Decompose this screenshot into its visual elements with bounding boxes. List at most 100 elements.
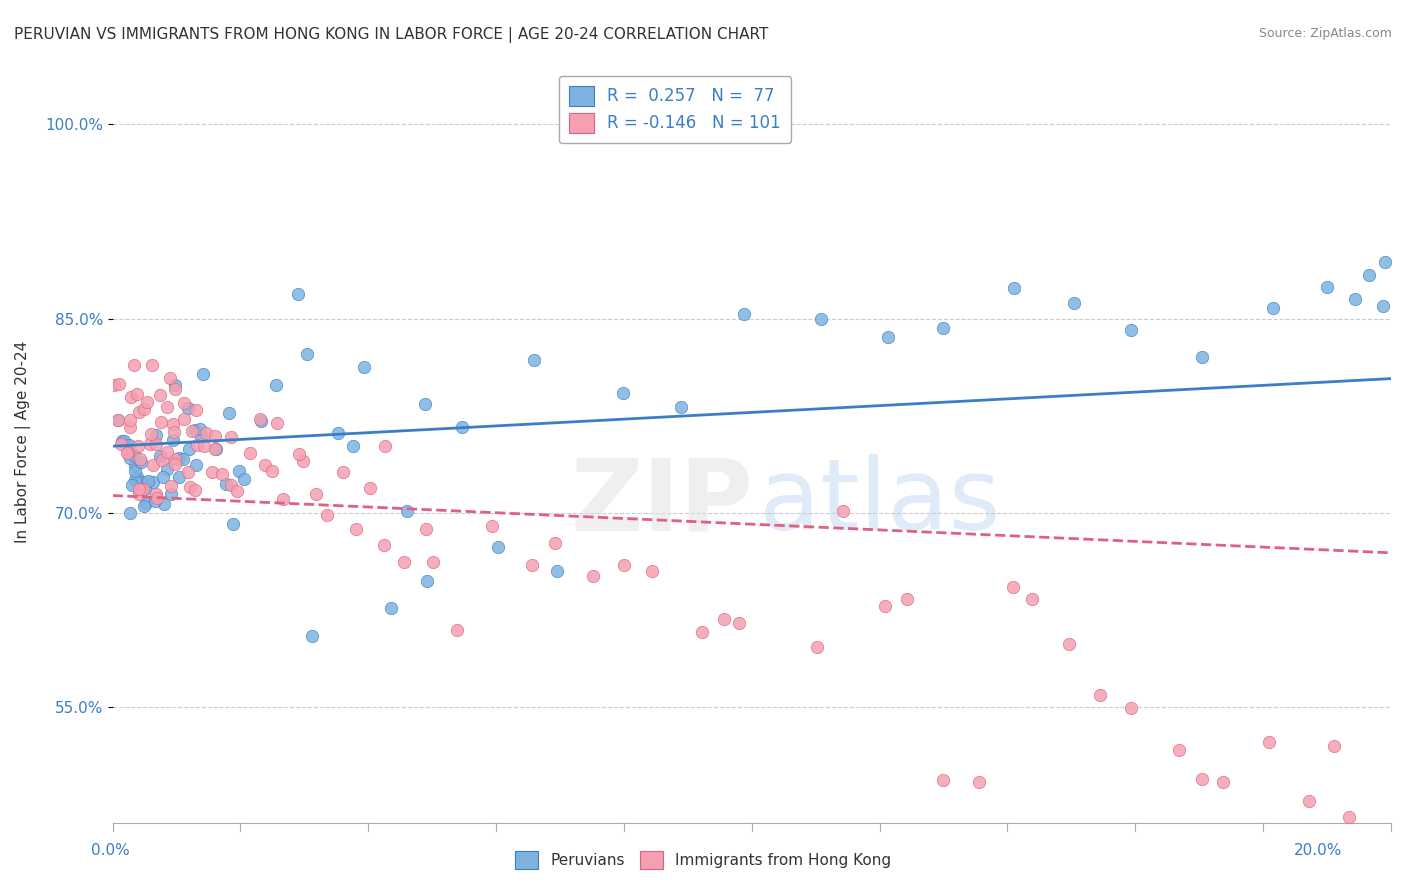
Point bbox=[219, 430, 242, 444]
Point bbox=[136, 474, 159, 488]
Point bbox=[374, 439, 396, 453]
Point bbox=[124, 464, 146, 478]
Point bbox=[125, 386, 148, 401]
Point bbox=[159, 371, 181, 385]
Point bbox=[121, 478, 143, 492]
Point bbox=[422, 555, 444, 569]
Point bbox=[184, 458, 207, 472]
Point bbox=[179, 480, 201, 494]
Point bbox=[1002, 280, 1025, 294]
Point bbox=[315, 508, 337, 523]
Point bbox=[877, 330, 900, 344]
Point bbox=[875, 599, 897, 614]
Point bbox=[149, 388, 172, 402]
Point bbox=[416, 574, 439, 589]
Point bbox=[120, 451, 142, 466]
Point bbox=[380, 600, 402, 615]
Point bbox=[218, 406, 240, 420]
Point bbox=[146, 491, 169, 505]
Point bbox=[173, 411, 195, 425]
Point bbox=[160, 486, 183, 500]
Point bbox=[128, 405, 150, 419]
Point bbox=[141, 359, 163, 373]
Point bbox=[112, 434, 135, 448]
Point bbox=[1191, 350, 1213, 364]
Point bbox=[1090, 689, 1112, 703]
Point bbox=[125, 469, 148, 483]
Point bbox=[193, 368, 215, 382]
Point bbox=[135, 395, 157, 409]
Point bbox=[669, 400, 692, 414]
Point bbox=[228, 465, 250, 479]
Point bbox=[173, 396, 195, 410]
Point bbox=[134, 483, 156, 497]
Point bbox=[111, 434, 134, 448]
Point bbox=[163, 457, 186, 471]
Point bbox=[131, 475, 153, 489]
Point bbox=[728, 615, 751, 630]
Point bbox=[264, 377, 287, 392]
Point bbox=[641, 565, 664, 579]
Point bbox=[1374, 255, 1396, 269]
Point bbox=[1339, 810, 1361, 824]
Point bbox=[128, 482, 150, 496]
Point bbox=[156, 400, 179, 414]
Point bbox=[134, 499, 156, 513]
Point bbox=[163, 378, 186, 392]
Point bbox=[152, 469, 174, 483]
Point bbox=[222, 516, 245, 531]
Point bbox=[145, 428, 167, 442]
Point bbox=[301, 629, 323, 643]
Text: 20.0%: 20.0% bbox=[1295, 843, 1343, 858]
Point bbox=[546, 564, 568, 578]
Point bbox=[1059, 637, 1081, 651]
Point bbox=[135, 496, 157, 510]
Point bbox=[373, 538, 395, 552]
Point bbox=[145, 437, 167, 451]
Point bbox=[180, 424, 202, 438]
Point bbox=[163, 451, 186, 466]
Point bbox=[806, 640, 828, 655]
Text: atlas: atlas bbox=[759, 454, 1001, 551]
Point bbox=[522, 558, 544, 572]
Point bbox=[215, 476, 238, 491]
Point bbox=[395, 504, 418, 518]
Point bbox=[810, 312, 832, 326]
Point bbox=[150, 415, 173, 429]
Point bbox=[249, 412, 271, 426]
Text: 0.0%: 0.0% bbox=[91, 843, 131, 858]
Point bbox=[344, 522, 367, 536]
Point bbox=[415, 397, 437, 411]
Point bbox=[205, 442, 228, 456]
Point bbox=[1121, 323, 1143, 337]
Point bbox=[118, 506, 141, 520]
Point bbox=[201, 466, 224, 480]
Point bbox=[1258, 735, 1281, 749]
Point bbox=[118, 438, 141, 452]
Y-axis label: In Labor Force | Age 20-24: In Labor Force | Age 20-24 bbox=[15, 341, 31, 542]
Point bbox=[179, 442, 201, 457]
Point bbox=[163, 382, 186, 396]
Point bbox=[107, 413, 129, 427]
Point bbox=[359, 481, 381, 495]
Point bbox=[139, 436, 162, 450]
Point bbox=[127, 439, 149, 453]
Point bbox=[266, 416, 288, 430]
Point bbox=[184, 423, 207, 437]
Point bbox=[733, 307, 755, 321]
Point bbox=[896, 591, 918, 606]
Legend: R =  0.257   N =  77, R = -0.146   N = 101: R = 0.257 N = 77, R = -0.146 N = 101 bbox=[560, 76, 792, 143]
Point bbox=[167, 450, 190, 465]
Point bbox=[122, 448, 145, 462]
Point bbox=[690, 625, 713, 640]
Point bbox=[523, 352, 546, 367]
Point bbox=[1358, 268, 1381, 282]
Point bbox=[153, 497, 176, 511]
Point bbox=[271, 492, 294, 507]
Point bbox=[120, 413, 142, 427]
Point bbox=[932, 321, 955, 335]
Point bbox=[139, 426, 162, 441]
Point bbox=[332, 465, 354, 479]
Point bbox=[1261, 301, 1284, 316]
Point bbox=[156, 445, 179, 459]
